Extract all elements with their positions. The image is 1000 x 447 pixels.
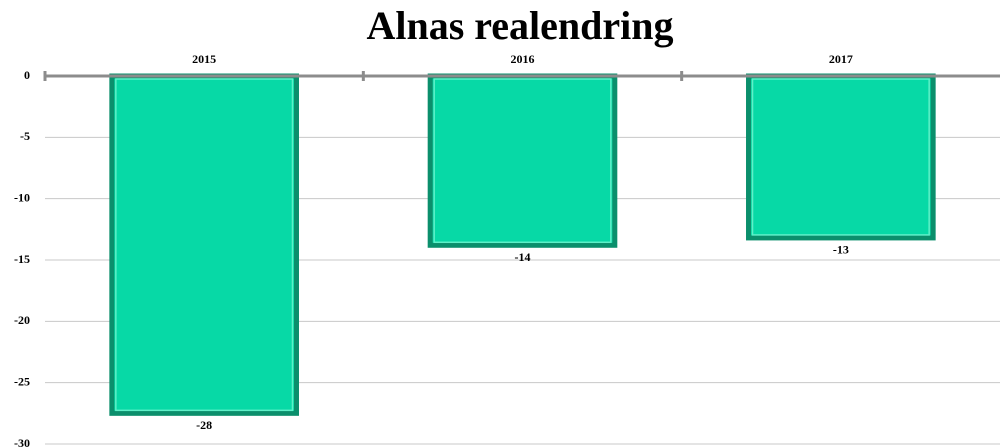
y-tick-label: -15 [14, 252, 30, 266]
bar-highlight [751, 78, 930, 236]
y-tick-label: -25 [14, 374, 30, 388]
bar [427, 73, 618, 248]
x-tick-label: 2015 [192, 52, 216, 66]
chart-title: Alnas realendring [366, 3, 673, 48]
data-label: -28 [196, 418, 212, 432]
y-tick-label: -30 [14, 436, 30, 447]
bar-highlight [115, 78, 294, 412]
x-tick-label: 2016 [511, 52, 535, 66]
y-tick-label: -20 [14, 313, 30, 327]
x-tick-label: 2017 [829, 52, 853, 66]
y-tick-label: 0 [24, 68, 30, 82]
y-tick-label: -5 [20, 129, 30, 143]
data-label: -13 [833, 243, 849, 257]
y-tick-label: -10 [14, 190, 30, 204]
data-label: -14 [515, 250, 531, 264]
bar [746, 73, 936, 241]
bar [109, 73, 299, 416]
bar-highlight [433, 78, 612, 244]
